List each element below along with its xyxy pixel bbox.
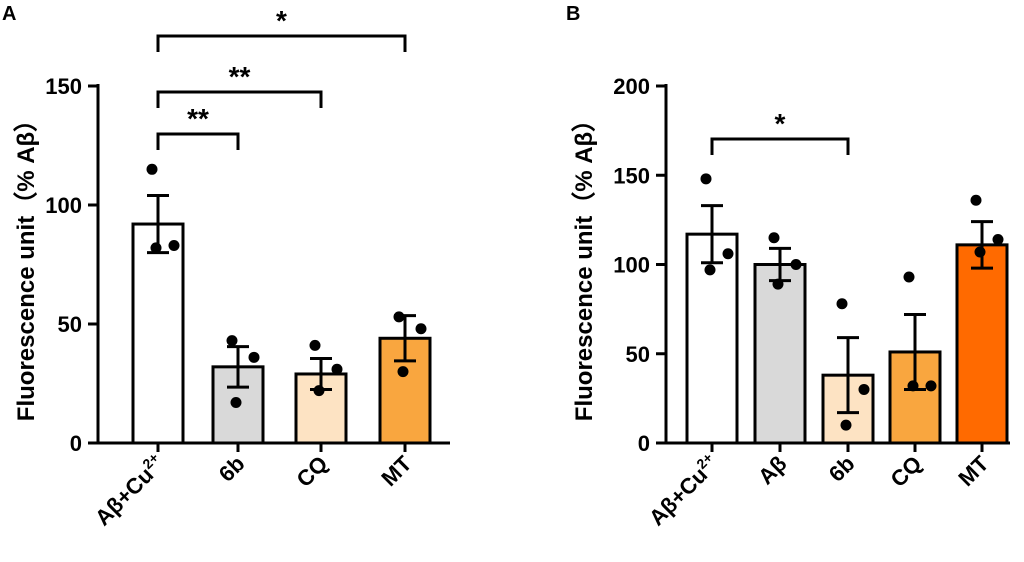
data-point: [790, 259, 802, 270]
y-tick-label: 200: [613, 74, 650, 99]
data-point: [331, 363, 343, 375]
significance-bracket: [156, 90, 323, 108]
y-tick-label: 100: [613, 253, 650, 278]
x-tick-label: CQ: [886, 451, 927, 492]
x-tick-label: MT: [953, 450, 994, 491]
x-tick-label-superscript: 2+: [693, 449, 716, 472]
data-point: [704, 264, 716, 276]
y-tick-label: 50: [626, 342, 650, 367]
data-point: [700, 173, 712, 185]
bar: [753, 263, 807, 445]
data-point: [415, 323, 427, 335]
y-tick-label: 0: [638, 431, 650, 456]
y-tick-label: 50: [58, 312, 82, 337]
data-point: [309, 339, 321, 351]
y-tick-label: 100: [45, 193, 82, 218]
x-tick-label-superscript: 2+: [139, 449, 162, 472]
x-tick-label: Aβ+Cu2+: [89, 449, 170, 530]
significance-label: *: [276, 5, 287, 36]
panel-letter: A: [2, 3, 16, 25]
significance-bracket: [710, 137, 850, 155]
data-point: [230, 397, 242, 409]
x-tick-label: CQ: [292, 451, 333, 492]
data-point: [840, 419, 852, 431]
data-point: [907, 380, 919, 392]
panel-A: A Fluorescence unit（% Aβ） 0 50 100 150 Aβ+Cu2+…: [2, 3, 450, 530]
data-point: [226, 335, 238, 347]
y-axis-title: Fluorescence unit（% Aβ）: [571, 108, 598, 421]
y-axis-title: Fluorescence unit（% Aβ）: [13, 108, 40, 421]
data-point: [858, 383, 870, 395]
data-point: [150, 242, 162, 254]
bar: [131, 222, 185, 445]
significance-label: **: [229, 61, 251, 92]
data-point: [903, 271, 915, 283]
data-point: [970, 194, 982, 206]
data-point: [248, 351, 260, 363]
y-tick-label: 150: [45, 74, 82, 99]
x-tick-label: MT: [376, 450, 417, 491]
data-point: [313, 385, 325, 397]
data-point: [397, 366, 409, 378]
bar: [955, 243, 1009, 445]
data-point: [925, 380, 937, 392]
x-tick-label: Aβ: [753, 451, 791, 489]
data-point: [992, 234, 1004, 246]
data-point: [722, 248, 734, 260]
significance-bracket: [156, 34, 407, 52]
y-tick-label: 150: [613, 163, 650, 188]
data-point: [772, 278, 784, 290]
significance-label: **: [187, 103, 209, 134]
y-tick-label: 0: [70, 431, 82, 456]
panel-letter: B: [566, 3, 580, 25]
data-point: [168, 239, 180, 251]
data-point: [393, 311, 405, 323]
data-point: [836, 298, 848, 310]
x-tick-label: 6b: [824, 451, 860, 487]
x-tick-label: 6b: [214, 451, 250, 487]
panel-B: B Fluorescence unit（% Aβ） 0 50 100 150 200 Aβ+C…: [566, 3, 1010, 530]
data-point: [768, 232, 780, 244]
data-point: [146, 163, 158, 175]
significance-bracket: [156, 132, 240, 150]
significance-label: *: [775, 108, 786, 139]
data-point: [974, 246, 986, 258]
x-tick-label: Aβ+Cu2+: [643, 449, 724, 530]
